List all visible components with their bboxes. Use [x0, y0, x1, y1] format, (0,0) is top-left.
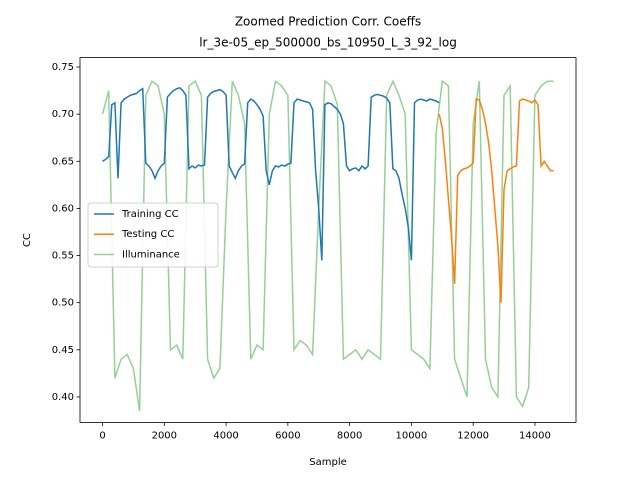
- x-tick-label: 4000: [213, 430, 238, 441]
- y-axis-label: CC: [22, 233, 33, 247]
- legend-box: [87, 202, 219, 268]
- x-tick-label: 0: [99, 430, 105, 441]
- line-series: [101, 79, 554, 412]
- y-tick-label: 0.70: [52, 109, 74, 120]
- y-tick-label: 0.65: [52, 156, 74, 167]
- x-tick-label: 12000: [457, 430, 489, 441]
- chart-subtitle: lr_3e-05_ep_500000_bs_10950_L_3_92_log: [199, 36, 457, 50]
- y-tick-label: 0.55: [52, 251, 74, 262]
- chart-title: Zoomed Prediction Corr. Coeffs: [235, 15, 421, 29]
- x-tick-label: 14000: [519, 430, 551, 441]
- y-tick-label: 0.40: [52, 392, 74, 403]
- y-tick-label: 0.45: [52, 345, 74, 356]
- legend-label: Training CC: [121, 209, 179, 220]
- y-tick-label: 0.60: [52, 203, 74, 214]
- x-tick-label: 10000: [395, 430, 427, 441]
- x-tick-label: 6000: [275, 430, 300, 441]
- line-series: [438, 98, 554, 303]
- x-tick-label: 8000: [337, 430, 362, 441]
- legend-label: Illuminance: [122, 249, 180, 260]
- plot-frame: [79, 57, 577, 423]
- y-tick-label: 0.75: [52, 62, 74, 73]
- x-axis-label: Sample: [309, 457, 347, 468]
- line-series: [102, 86, 440, 261]
- legend-label: Testing CC: [121, 229, 174, 240]
- y-tick-label: 0.50: [52, 298, 74, 309]
- x-tick-label: 2000: [152, 430, 177, 441]
